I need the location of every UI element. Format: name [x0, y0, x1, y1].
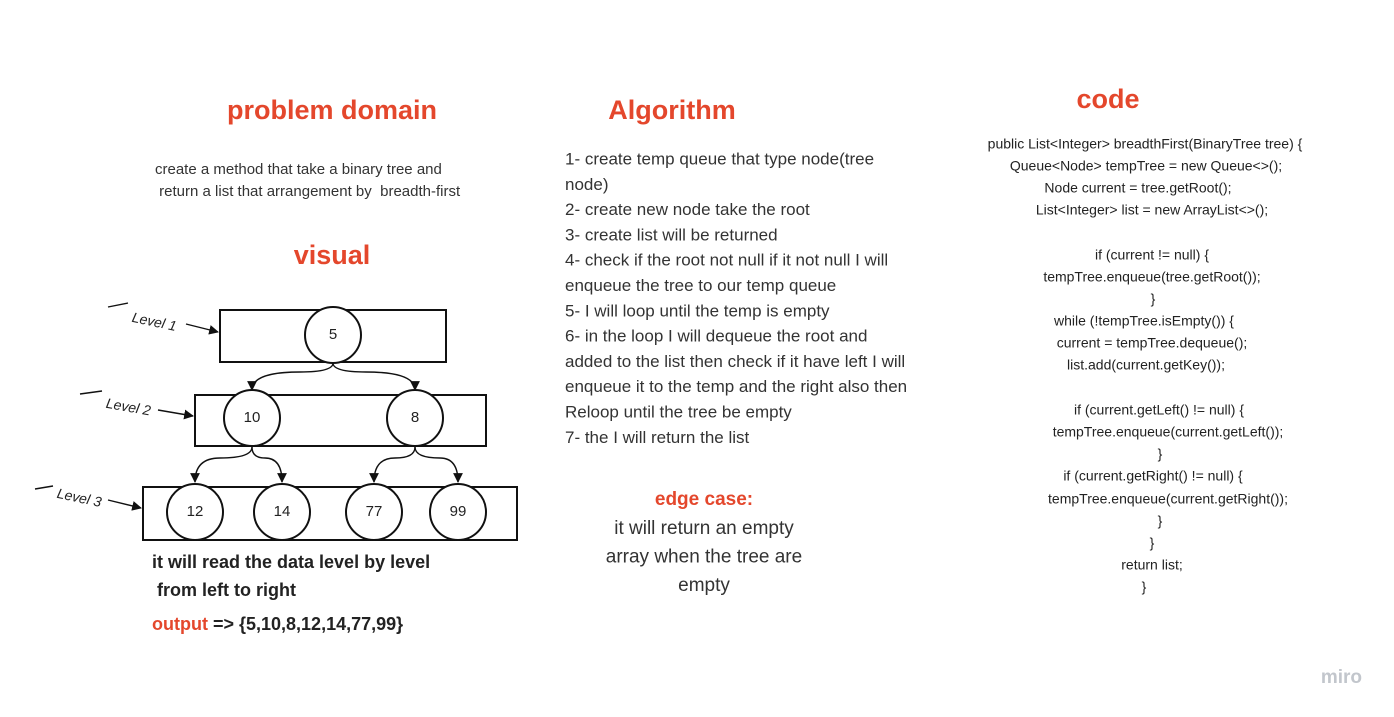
- algorithm-line: 7- the I will return the list: [565, 428, 750, 447]
- edge-case-line: array when the tree are: [606, 547, 802, 568]
- label-arrow: [107, 499, 142, 511]
- section-title: problem domain: [227, 95, 437, 125]
- edge: [251, 446, 287, 483]
- tree-node: [253, 483, 311, 541]
- algorithm-line: 1- create temp queue that type node(tree: [565, 149, 874, 168]
- section-title: Algorithm: [608, 95, 736, 125]
- algorithm-line: enqueue the tree to our temp queue: [565, 276, 836, 295]
- section-title: code: [1076, 84, 1139, 114]
- code-line: }: [1158, 513, 1163, 529]
- node-value: 12: [187, 503, 204, 520]
- code-line: if (current.getLeft() != null) {: [1074, 402, 1244, 418]
- level-label: Level 1: [131, 309, 178, 334]
- algorithm-line: 2- create new node take the root: [565, 200, 810, 219]
- tree-node: [166, 483, 224, 541]
- node-value: 10: [244, 409, 261, 426]
- code-line: if (current.getRight() != null) {: [1063, 468, 1243, 484]
- algorithm-line: added to the list then check if it have …: [565, 352, 905, 371]
- code-line: current = tempTree.dequeue();: [1057, 335, 1248, 351]
- edge: [332, 362, 420, 391]
- code-line: while (!tempTree.isEmpty()) {: [1053, 313, 1234, 329]
- code-line: tempTree.enqueue(current.getRight());: [1048, 491, 1288, 507]
- code-line: Node current = tree.getRoot();: [1044, 180, 1231, 196]
- edge: [414, 446, 463, 483]
- label-dash: [107, 302, 129, 308]
- algorithm-line: 6- in the loop I will dequeue the root a…: [565, 327, 867, 346]
- output-label: output: [152, 614, 208, 634]
- problem-line: create a method that take a binary tree …: [155, 161, 442, 178]
- section-title: visual: [294, 240, 371, 270]
- tree-node: [429, 483, 487, 541]
- node-value: 5: [329, 326, 337, 343]
- output-value: => {5,10,8,12,14,77,99}: [213, 614, 403, 634]
- code-line: list.add(current.getKey());: [1067, 357, 1225, 373]
- output: output => {5,10,8,12,14,77,99}: [152, 614, 403, 634]
- node-value: 14: [274, 503, 291, 520]
- description-line: it will read the data level by level: [152, 552, 430, 572]
- algorithm-line: 3- create list will be returned: [565, 225, 778, 244]
- algorithm-line: enqueue it to the temp and the right als…: [565, 377, 907, 396]
- code-line: tempTree.enqueue(tree.getRoot());: [1043, 269, 1260, 285]
- code-line: }: [1142, 579, 1147, 595]
- algorithm-line: 4- check if the root not null if it not …: [565, 251, 888, 270]
- code-line: List<Integer> list = new ArrayList<>();: [1036, 202, 1268, 218]
- edge: [247, 362, 334, 391]
- code-line: }: [1158, 446, 1163, 462]
- code-line: tempTree.enqueue(current.getLeft());: [1053, 424, 1284, 440]
- edge-case-line: it will return an empty: [614, 518, 794, 539]
- node-value: 8: [411, 409, 419, 426]
- tree-node: [223, 389, 281, 447]
- code-line: if (current != null) {: [1095, 247, 1209, 263]
- code-line: public List<Integer> breadthFirst(Binary…: [988, 136, 1303, 152]
- tree-node: [304, 306, 362, 364]
- edge-case-line: empty: [678, 575, 730, 596]
- level-label: Level 3: [56, 485, 104, 510]
- code-line: }: [1150, 535, 1155, 551]
- description-line: from left to right: [152, 580, 296, 600]
- node-value: 99: [450, 503, 467, 520]
- node-value: 77: [366, 503, 383, 520]
- algorithm-line: 5- I will loop until the temp is empty: [565, 301, 830, 320]
- watermark: miro: [1321, 667, 1362, 688]
- tree-node: [386, 389, 444, 447]
- section-title: edge case:: [655, 489, 753, 510]
- edge: [190, 446, 253, 483]
- label-dash: [79, 390, 103, 395]
- label-arrow: [185, 323, 219, 335]
- algorithm-line: Reloop until the tree be empty: [565, 402, 792, 421]
- label-dash: [34, 485, 54, 490]
- code-line: }: [1151, 291, 1156, 307]
- algorithm-line: node): [565, 175, 608, 194]
- problem-line: return a list that arrangement by breadt…: [155, 183, 461, 200]
- level-label: Level 2: [105, 395, 152, 419]
- code-line: Queue<Node> tempTree = new Queue<>();: [1010, 158, 1282, 174]
- code-line: return list;: [1121, 557, 1182, 573]
- edge: [369, 446, 416, 483]
- tree-node: [345, 483, 403, 541]
- label-arrow: [157, 409, 194, 420]
